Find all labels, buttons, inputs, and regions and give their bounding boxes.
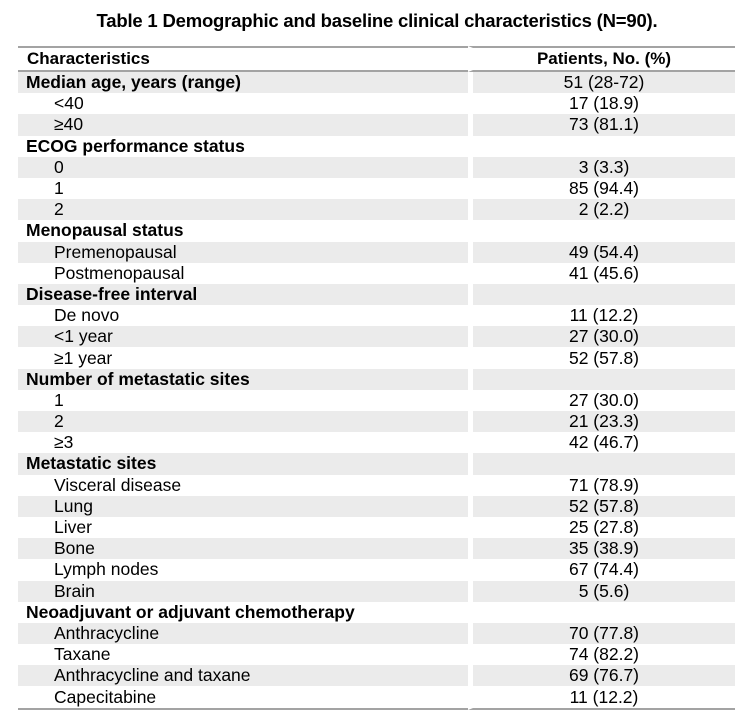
row-label: Premenopausal (18, 241, 468, 263)
table-row: ≥3 42 (46.7) (18, 432, 735, 454)
table-row: Anthracycline and taxane 69 (76.7) (18, 665, 735, 687)
row-value: 70 (77.8) (468, 622, 735, 645)
row-value: 35 (38.9) (468, 538, 735, 560)
table-row: Postmenopausal 41 (45.6) (18, 262, 735, 284)
table-row: Capecitabine 11 (12.2) (18, 686, 735, 710)
table-row: Neoadjuvant or adjuvant chemotherapy (18, 601, 735, 623)
column-header-characteristics: Characteristics (18, 46, 468, 72)
row-label: Taxane (18, 644, 468, 666)
row-label: Visceral disease (18, 474, 468, 496)
table-row: Brain 5 (5.6) (18, 580, 735, 602)
column-header-patients: Patients, No. (%) (468, 46, 735, 72)
row-value: 21 (23.3) (468, 411, 735, 433)
row-label: Liver (18, 516, 468, 539)
row-label: <40 (18, 93, 468, 115)
row-value (468, 220, 735, 242)
table-row: Menopausal status (18, 220, 735, 242)
table-row: 1 85 (94.4) (18, 177, 735, 200)
row-value: 17 (18.9) (468, 93, 735, 115)
table-row: Anthracycline 70 (77.8) (18, 622, 735, 645)
table-row: Bone 35 (38.9) (18, 538, 735, 560)
row-value (468, 453, 735, 475)
row-value (468, 601, 735, 623)
row-value (468, 368, 735, 390)
row-label: ≥40 (18, 114, 468, 136)
row-label: 1 (18, 389, 468, 411)
row-value: 3 (3.3) (468, 156, 735, 178)
table-row: <1 year 27 (30.0) (18, 326, 735, 348)
table-row: Visceral disease 71 (78.9) (18, 474, 735, 496)
table-row: 1 27 (30.0) (18, 389, 735, 411)
table-header: Characteristics Patients, No. (%) (18, 46, 735, 72)
row-label: ≥1 year (18, 347, 468, 369)
table-body: Median age, years (range) 51 (28-72) <40 17… (18, 72, 735, 710)
row-label: 0 (18, 156, 468, 178)
row-value: 51 (28-72) (468, 72, 735, 94)
table-row: Median age, years (range) 51 (28-72) (18, 72, 735, 94)
row-value: 74 (82.2) (468, 644, 735, 666)
table-row: Taxane 74 (82.2) (18, 644, 735, 666)
row-label: ≥3 (18, 432, 468, 454)
row-value: 67 (74.4) (468, 559, 735, 581)
row-value: 11 (12.2) (468, 305, 735, 327)
table-row: Liver 25 (27.8) (18, 516, 735, 539)
table-row: ≥1 year 52 (57.8) (18, 347, 735, 369)
row-value: 85 (94.4) (468, 177, 735, 200)
row-label: Metastatic sites (18, 453, 468, 475)
characteristics-table: Characteristics Patients, No. (%) Median… (18, 46, 735, 710)
row-label: Menopausal status (18, 220, 468, 242)
row-label: Anthracycline (18, 622, 468, 645)
header-row: Characteristics Patients, No. (%) (18, 46, 735, 72)
row-value: 27 (30.0) (468, 326, 735, 348)
table-row: ECOG performance status (18, 135, 735, 157)
table-row: Disease-free interval (18, 283, 735, 306)
row-value: 52 (57.8) (468, 495, 735, 517)
table-row: Number of metastatic sites (18, 368, 735, 390)
row-label: Bone (18, 538, 468, 560)
row-label: Lung (18, 495, 468, 517)
row-value: 11 (12.2) (468, 686, 735, 710)
table-row: ≥40 73 (81.1) (18, 114, 735, 136)
row-value: 41 (45.6) (468, 262, 735, 284)
table-title: Table 1 Demographic and baseline clinica… (96, 10, 658, 31)
row-value: 71 (78.9) (468, 474, 735, 496)
row-label: Postmenopausal (18, 262, 468, 284)
row-label: Median age, years (range) (18, 72, 468, 94)
table-row: <40 17 (18.9) (18, 93, 735, 115)
table-row: Premenopausal 49 (54.4) (18, 241, 735, 263)
row-value: 5 (5.6) (468, 580, 735, 602)
row-label: De novo (18, 305, 468, 327)
row-label: Neoadjuvant or adjuvant chemotherapy (18, 601, 468, 623)
table-row: 2 21 (23.3) (18, 411, 735, 433)
row-label: 1 (18, 177, 468, 200)
row-value: 69 (76.7) (468, 665, 735, 687)
table-row: Metastatic sites (18, 453, 735, 475)
row-value: 73 (81.1) (468, 114, 735, 136)
row-value: 27 (30.0) (468, 389, 735, 411)
row-label: Number of metastatic sites (18, 368, 468, 390)
table-row: Lung 52 (57.8) (18, 495, 735, 517)
row-value: 49 (54.4) (468, 241, 735, 263)
row-label: ECOG performance status (18, 135, 468, 157)
row-label: 2 (18, 199, 468, 221)
table-row: Lymph nodes 67 (74.4) (18, 559, 735, 581)
row-label: 2 (18, 411, 468, 433)
row-value: 52 (57.8) (468, 347, 735, 369)
row-value: 25 (27.8) (468, 516, 735, 539)
row-value (468, 283, 735, 306)
row-value: 42 (46.7) (468, 432, 735, 454)
row-label: Anthracycline and taxane (18, 665, 468, 687)
row-label: Lymph nodes (18, 559, 468, 581)
row-label: Capecitabine (18, 686, 468, 710)
row-label: <1 year (18, 326, 468, 348)
row-label: Disease-free interval (18, 283, 468, 306)
row-label: Brain (18, 580, 468, 602)
table-row: De novo 11 (12.2) (18, 305, 735, 327)
row-value (468, 135, 735, 157)
row-value: 2 (2.2) (468, 199, 735, 221)
